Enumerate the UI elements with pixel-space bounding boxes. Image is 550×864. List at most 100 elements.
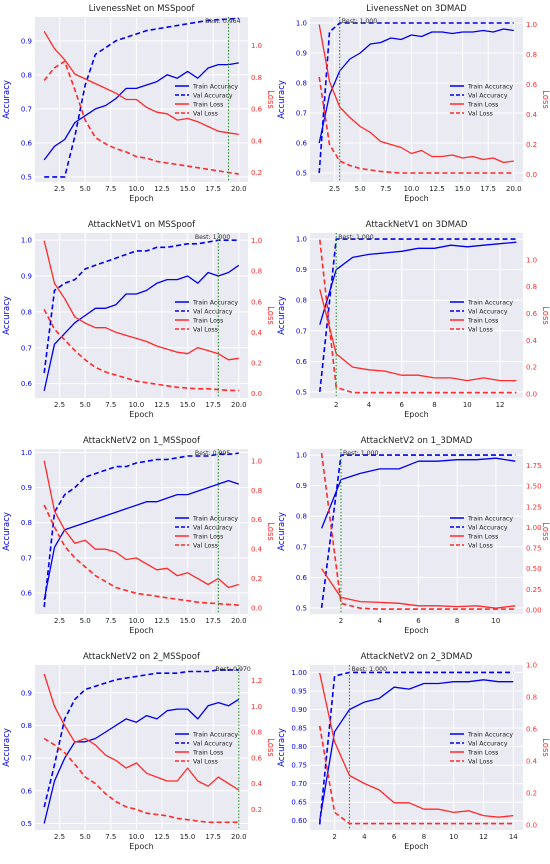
series-line-train-accuracy: [319, 241, 517, 325]
x-tick-label: 12.5: [154, 185, 170, 193]
series-line-train-accuracy: [43, 264, 240, 391]
x-tick-label: 14: [509, 833, 518, 841]
x-tick-label: 2.5: [54, 185, 65, 193]
y-tick-label: 0.7: [21, 105, 32, 113]
series-line-train-accuracy: [43, 62, 239, 161]
x-tick-label: 17.5: [205, 617, 221, 625]
y2-tick-label: 1.0: [526, 662, 537, 670]
x-tick-label: 7.5: [105, 617, 116, 625]
chart-title: AttackNetV2 on 2_MSSpoof: [83, 652, 201, 662]
y-axis-label: Accuracy: [2, 296, 12, 335]
plot-background: [310, 449, 523, 614]
series-line-val-accuracy: [44, 17, 239, 178]
y2-tick-label: 0.2: [251, 806, 262, 814]
x-tick-label: 12: [496, 401, 505, 409]
y-tick-label: 1.0: [21, 237, 32, 245]
y2-tick-label: 0.2: [251, 359, 262, 367]
chart-panel-8: 2 4 6 8 10 12 14 0.60 0.65 0.70 0.75 0.80 0.85 0.90 0.…: [277, 652, 550, 851]
chart-panel-4: 2 4 6 8 10 12 0.5 0.6 0.7 0.8 0.9 1.0 0.0 0.2 0.4 0.6 0.…: [277, 220, 550, 419]
legend-label: Train Loss: [192, 101, 223, 108]
x-axis-label: Epoch: [129, 410, 154, 419]
y-tick-label: 0.80: [291, 743, 307, 751]
x-tick-label: 10.0: [129, 833, 145, 841]
y2-axis-label: Loss: [540, 306, 550, 325]
y-tick-label: 0.90: [291, 706, 307, 714]
y-tick-label: 0.70: [291, 780, 307, 788]
series-line-train-accuracy: [319, 679, 514, 821]
y-axis-label: Accuracy: [2, 728, 12, 767]
series-line-val-accuracy: [43, 452, 239, 608]
y2-tick-label: 0.0: [526, 390, 537, 398]
y-tick-label: 0.8: [21, 519, 32, 527]
x-tick-label: 20.0: [506, 185, 522, 193]
y2-axis-label: Loss: [540, 90, 550, 109]
series-line-val-loss: [320, 452, 516, 610]
y2-tick-label: 0.2: [251, 575, 262, 583]
y2-tick-label: 0.2: [251, 169, 262, 177]
y-tick-label: 0.6: [21, 139, 33, 147]
y-tick-label: 0.9: [21, 484, 32, 492]
y-tick-label: 0.7: [21, 344, 32, 352]
y2-tick-label: 1.2: [251, 677, 262, 685]
y2-tick-label: 0.0: [251, 605, 262, 613]
series-line-train-accuracy: [318, 28, 514, 144]
y-axis-label: Accuracy: [277, 296, 287, 335]
y2-tick-label: 0.6: [251, 106, 263, 114]
y-tick-label: 0.5: [21, 820, 32, 828]
series-line-train-loss: [321, 568, 516, 609]
x-axis-label: Epoch: [404, 194, 429, 203]
series-line-train-loss: [43, 30, 239, 136]
y2-axis-label: Loss: [540, 738, 550, 757]
chart-panel-2: 2.5 5.0 7.5 10.0 12.5 15.0 17.5 20.0 0.5 0.6 0.7 0.…: [277, 4, 550, 203]
x-tick-label: 10: [491, 617, 500, 625]
chart-title: AttackNetV2 on 1_MSSpoof: [83, 436, 201, 446]
y2-tick-label: 1.0: [251, 457, 262, 465]
legend-label: Val Accuracy: [468, 308, 508, 315]
legend-label: Train Accuracy: [192, 299, 238, 306]
chart-panel-7: 2.5 5.0 7.5 10.0 12.5 15.0 17.5 20.0 0.5 0.6 0.7 0.…: [2, 652, 275, 851]
best-label: Best: 1.000: [343, 450, 379, 457]
y2-tick-label: 1.0: [526, 21, 537, 29]
y-tick-label: 0.9: [21, 37, 32, 45]
x-axis-label: Epoch: [129, 194, 154, 203]
chart-panel-6: 2 4 6 8 10 0.5 0.6 0.7 0.8 0.9 1.0 0.00 0.25 0.50 0.75…: [277, 436, 550, 635]
series-line-val-loss: [318, 725, 514, 825]
plot-background: [35, 449, 248, 614]
x-tick-label: 10.0: [404, 185, 420, 193]
y-tick-label: 0.9: [296, 50, 307, 58]
series-line-val-accuracy: [319, 238, 517, 392]
x-tick-label: 2.5: [54, 401, 65, 409]
y2-tick-label: 0.4: [251, 137, 263, 145]
y-tick-label: 0.9: [296, 266, 307, 274]
y2-tick-label: 0.25: [526, 586, 542, 594]
y-tick-label: 0.6: [296, 358, 308, 366]
series-line-val-loss: [43, 309, 239, 392]
chart-title: AttackNetV1 on MSSpoof: [88, 220, 196, 230]
y2-axis-label: Loss: [540, 522, 550, 541]
x-tick-label: 12.5: [154, 617, 170, 625]
y2-tick-label: 0.0: [526, 171, 537, 179]
x-tick-label: 12: [479, 833, 488, 841]
x-tick-label: 2.5: [54, 617, 65, 625]
legend-label: Val Accuracy: [193, 524, 233, 531]
x-tick-label: 2: [332, 833, 336, 841]
y2-tick-label: 1.0: [251, 42, 262, 50]
x-tick-label: 10.0: [129, 185, 145, 193]
legend-label: Val Accuracy: [468, 524, 508, 531]
y2-tick-label: 0.8: [251, 729, 262, 737]
y2-tick-label: 0.8: [251, 268, 262, 276]
x-tick-label: 7.5: [105, 833, 116, 841]
x-tick-label: 5.0: [80, 401, 91, 409]
y2-tick-label: 0.8: [251, 487, 262, 495]
x-tick-label: 8: [432, 401, 436, 409]
y2-tick-label: 1.0: [251, 703, 262, 711]
y-tick-label: 0.6: [21, 589, 33, 597]
best-label: Best: 1.000: [195, 234, 231, 241]
x-tick-label: 2: [334, 401, 338, 409]
x-tick-label: 15.0: [180, 833, 196, 841]
y2-tick-label: 1.75: [526, 462, 542, 470]
plot-background: [310, 17, 523, 182]
y-tick-label: 0.75: [291, 762, 307, 770]
legend-label: Val Loss: [193, 110, 218, 117]
legend-label: Val Loss: [468, 326, 493, 333]
